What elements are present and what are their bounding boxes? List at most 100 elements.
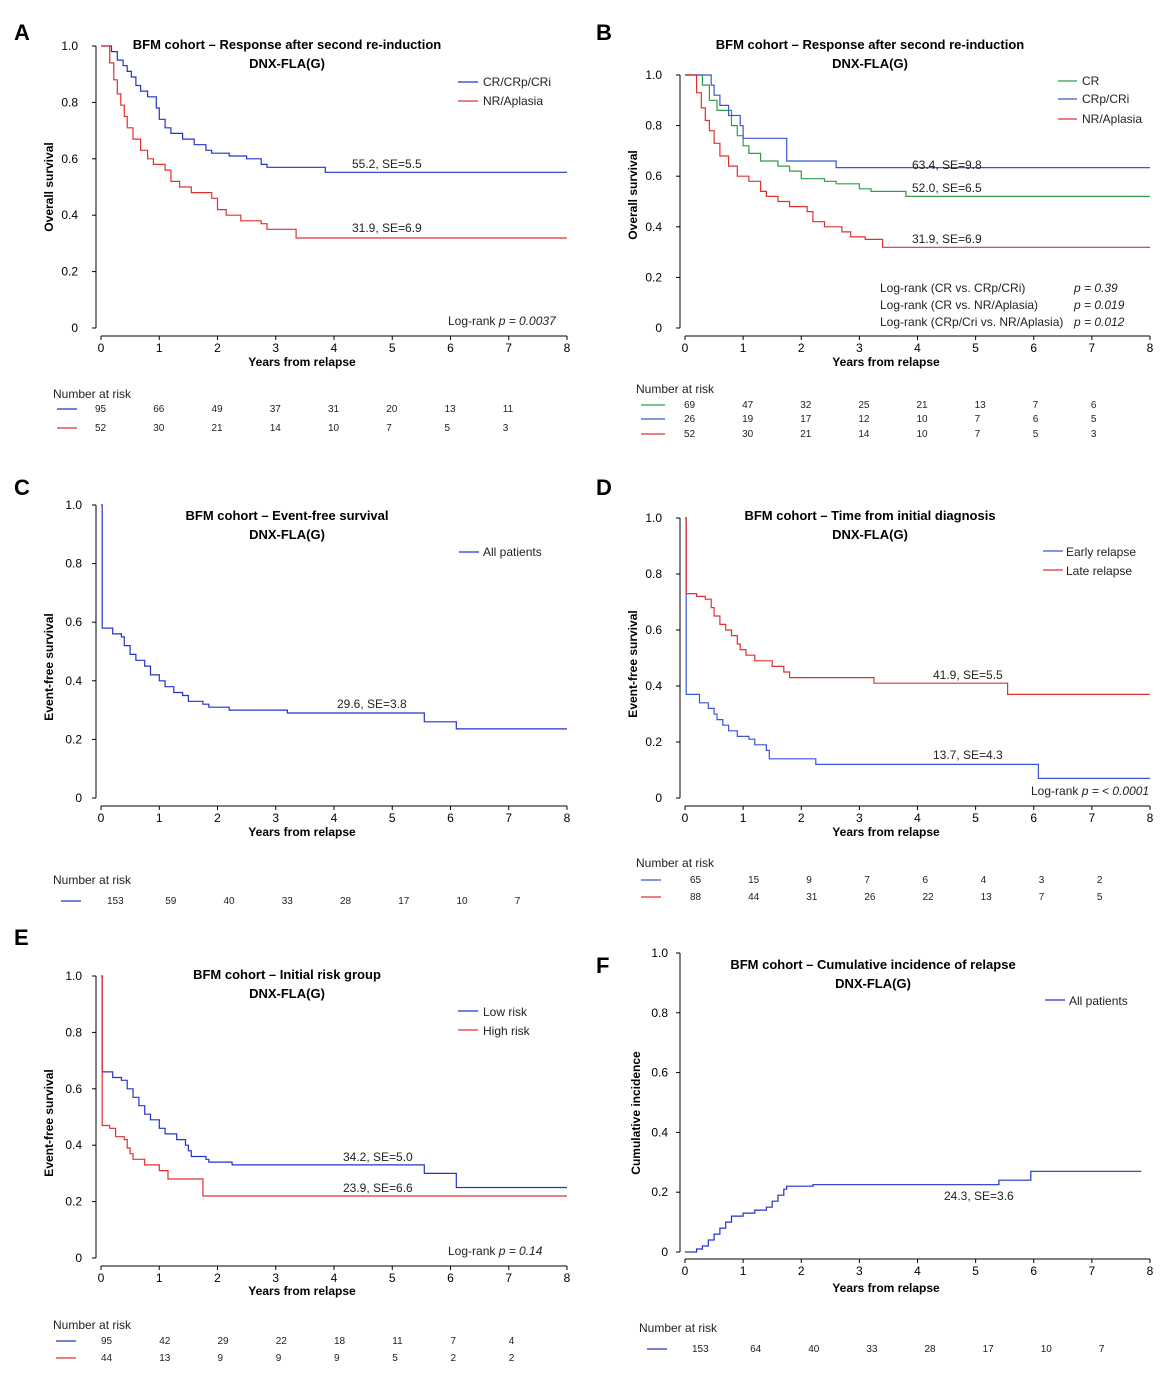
y-tick-label: 0.2 (645, 270, 662, 284)
panel-e-risk-table: 95 42 29 22 18 11 7 444 13 9 9 9 5 2 2 (56, 1336, 515, 1364)
risk-count: 13 (981, 892, 993, 903)
panel-a-legend: CR/CRp/CRi NR/Aplasia (458, 75, 551, 108)
panel-label-f: F (596, 953, 609, 978)
x-tick-label: 4 (331, 341, 338, 355)
risk-count: 21 (800, 429, 812, 440)
risk-count: 69 (684, 400, 696, 411)
x-tick-label: 4 (331, 811, 338, 825)
panel-e-legend: Low risk High risk (458, 1005, 531, 1038)
risk-table-title: Number at risk (636, 856, 715, 870)
logrank-p-1: p = 0.39 (1073, 281, 1118, 295)
risk-count: 15 (748, 875, 760, 886)
risk-count: 52 (95, 423, 107, 434)
panel-b: B BFM cohort – Response after second re-… (596, 20, 1154, 440)
annotation-nr-aplasia: 31.9, SE=6.9 (912, 232, 982, 246)
risk-count: 11 (503, 404, 514, 415)
curve-all-patients (685, 1170, 1142, 1253)
x-tick-label: 0 (98, 1271, 105, 1285)
y-tick-label: 0.8 (651, 1006, 668, 1020)
x-tick-label: 2 (798, 1264, 805, 1278)
risk-count: 25 (858, 400, 870, 411)
logrank-p-3: p = 0.012 (1073, 315, 1125, 329)
risk-count: 12 (858, 414, 870, 425)
x-tick-label: 0 (682, 341, 689, 355)
legend-label-low-risk: Low risk (483, 1005, 528, 1019)
x-tick-label: 7 (1089, 1264, 1096, 1278)
risk-count: 31 (806, 892, 818, 903)
risk-table-title: Number at risk (639, 1321, 718, 1335)
risk-count: 65 (690, 875, 702, 886)
panel-b-axes: 0 0.2 0.4 0.6 0.8 1.0 0 1 2 3 4 5 6 7 8 (645, 68, 1153, 355)
risk-table-title: Number at risk (53, 873, 132, 887)
panel-b-legend: CR CRp/CRi NR/Aplasia (1058, 74, 1142, 126)
annotation-low-risk: 34.2, SE=5.0 (343, 1150, 413, 1164)
panel-a-risk-table: 95 66 49 37 31 20 13 11 52 30 21 14 10 7 5 3 (57, 404, 514, 434)
risk-count: 40 (808, 1344, 820, 1355)
panel-d-risk-table: 65 15 9 7 6 4 3 2 88 44 31 26 22 13 7 5 (641, 875, 1103, 903)
legend-label-cr: CR (1082, 74, 1100, 88)
risk-count: 59 (165, 896, 177, 907)
risk-count: 7 (386, 423, 392, 434)
panel-c-risk-table: 153 59 40 33 28 17 10 7 (61, 896, 521, 907)
panel-f-legend: All patients (1045, 994, 1128, 1008)
panel-e-title: BFM cohort – Initial risk group (193, 967, 381, 982)
risk-count: 28 (340, 896, 352, 907)
risk-count: 29 (218, 1336, 230, 1347)
risk-count: 14 (270, 423, 282, 434)
y-tick-label: 0.6 (61, 152, 78, 166)
y-tick-label: 0 (75, 1251, 82, 1265)
panel-label-d: D (596, 475, 612, 500)
x-tick-label: 3 (272, 341, 279, 355)
curve-nr-aplasia (101, 45, 567, 239)
panel-f-title: BFM cohort – Cumulative incidence of rel… (730, 957, 1015, 972)
logrank-label: Log-rank (1031, 784, 1082, 798)
logrank-text: Log-rank p = < 0.0001 (1031, 784, 1149, 798)
risk-count: 21 (917, 400, 929, 411)
risk-count: 10 (1041, 1344, 1053, 1355)
panel-d-ylabel: Event-free survival (626, 610, 640, 717)
curve-high-risk (101, 975, 567, 1197)
curve-low-risk (101, 975, 567, 1189)
x-tick-label: 3 (856, 811, 863, 825)
x-tick-label: 8 (1147, 811, 1154, 825)
panel-d-curves (685, 517, 1150, 779)
x-tick-label: 3 (856, 341, 863, 355)
x-tick-label: 1 (740, 811, 747, 825)
y-tick-label: 0.6 (65, 1082, 82, 1096)
panel-c-title: BFM cohort – Event-free survival (186, 508, 389, 523)
risk-count: 64 (750, 1344, 762, 1355)
risk-count: 31 (328, 404, 340, 415)
risk-count: 13 (159, 1353, 171, 1364)
risk-count: 11 (392, 1336, 403, 1347)
risk-count: 7 (1039, 892, 1045, 903)
curve-crp-cri (685, 74, 1150, 169)
x-tick-label: 7 (1089, 811, 1096, 825)
x-tick-label: 0 (98, 811, 105, 825)
panel-label-b: B (596, 20, 612, 45)
legend-label-cr-crp-cri: CR/CRp/CRi (483, 75, 551, 89)
logrank-p: p = 0.0037 (498, 314, 557, 328)
y-tick-label: 0.6 (645, 169, 662, 183)
risk-count: 9 (334, 1353, 340, 1364)
x-tick-label: 1 (156, 1271, 163, 1285)
risk-count: 17 (800, 414, 812, 425)
panel-f-xlabel: Years from relapse (832, 1281, 940, 1295)
x-tick-label: 1 (740, 341, 747, 355)
logrank-label-1: Log-rank (CR vs. CRp/CRi) (880, 281, 1025, 295)
risk-count: 7 (1033, 400, 1039, 411)
y-tick-label: 1.0 (65, 498, 82, 512)
risk-count: 2 (451, 1353, 457, 1364)
y-tick-label: 1.0 (651, 946, 668, 960)
panel-c-ylabel: Event-free survival (42, 613, 56, 720)
x-tick-label: 0 (98, 341, 105, 355)
risk-count: 17 (983, 1344, 995, 1355)
risk-count: 4 (509, 1336, 515, 1347)
logrank-p: p = < 0.0001 (1081, 784, 1149, 798)
risk-count: 5 (445, 423, 451, 434)
x-tick-label: 3 (856, 1264, 863, 1278)
panel-b-xlabel: Years from relapse (832, 355, 940, 369)
panel-c-curves (101, 504, 567, 730)
risk-count: 10 (457, 896, 469, 907)
risk-count: 52 (684, 429, 696, 440)
risk-count: 21 (212, 423, 224, 434)
